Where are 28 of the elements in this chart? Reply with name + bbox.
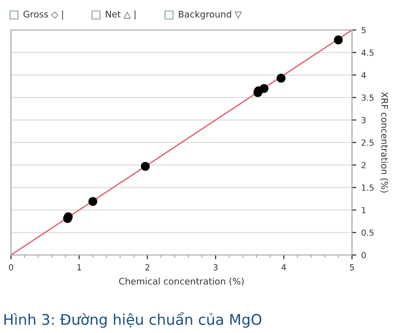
x-tick-label: 4 bbox=[282, 264, 286, 270]
y-tick-label: 2 bbox=[362, 162, 366, 168]
text: Net △ | bbox=[106, 10, 136, 20]
y-axis-title: XRF concentration (%) bbox=[380, 92, 388, 192]
y-tick-label: 4.5 bbox=[361, 50, 374, 56]
y-tick-label: 3 bbox=[362, 116, 366, 124]
text: Background ▽ bbox=[178, 10, 242, 20]
y-tick-label: 0.5 bbox=[362, 229, 374, 236]
y-tick-label: 3.5 bbox=[362, 94, 374, 101]
point bbox=[260, 84, 269, 93]
point bbox=[140, 162, 150, 171]
x-tick-label: 1 bbox=[77, 264, 82, 270]
point bbox=[276, 74, 286, 83]
y-tick-label: 4 bbox=[361, 72, 366, 78]
y-tick-label: 1.5 bbox=[362, 184, 374, 191]
x-tick-label: 3 bbox=[214, 264, 218, 270]
x-tick-label: 5 bbox=[350, 264, 354, 270]
text: Gross ◇ | bbox=[24, 10, 64, 20]
point bbox=[88, 196, 98, 206]
x-tick-label: 2 bbox=[145, 264, 150, 270]
y-tick-label: 5 bbox=[362, 27, 366, 34]
text: Hình 3: Đường hiệu chuẩn của MgO bbox=[4, 312, 262, 328]
y-tick-label: 0 bbox=[362, 252, 366, 258]
y-tick-label: 2.5 bbox=[362, 139, 374, 146]
x-tick-label: 0 bbox=[8, 264, 14, 270]
y-tick-label: 1 bbox=[362, 207, 366, 214]
point bbox=[334, 35, 343, 44]
x-axis-title: Chemical concentration (%) bbox=[119, 278, 244, 286]
